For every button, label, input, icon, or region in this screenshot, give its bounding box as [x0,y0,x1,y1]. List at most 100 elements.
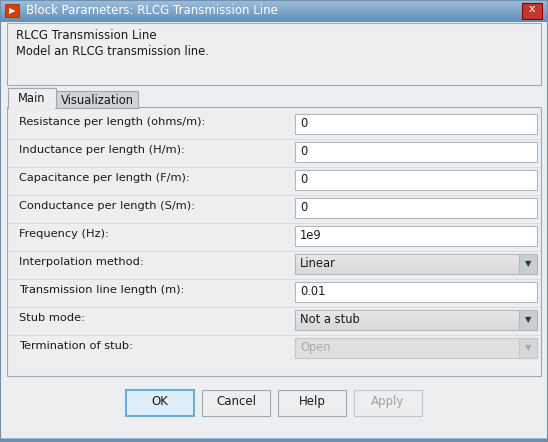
Bar [295,170,537,190]
Bar [202,390,270,416]
Bar [295,263,537,264]
Text: Not a stub: Not a stub [300,313,359,326]
Bar [0,13,548,14]
Bar [7,107,541,376]
Bar [295,321,537,322]
Text: 1e9: 1e9 [300,229,322,242]
Bar [0,14,548,15]
Bar [9,107,55,109]
Bar [295,317,537,318]
Bar [295,266,537,267]
Bar [295,273,537,274]
Bar [295,259,537,260]
Bar [7,23,541,85]
Bar [295,262,537,263]
Bar [522,3,542,19]
Bar [295,270,537,271]
Bar [0,19,548,20]
Bar [295,316,537,317]
Bar [0,438,548,439]
Bar [295,256,537,257]
Text: Transmission line length (m):: Transmission line length (m): [19,285,184,295]
Bar [295,258,537,259]
Bar [295,264,537,265]
Bar [0,11,548,12]
Bar [295,318,537,319]
Bar [295,315,537,316]
Text: Open: Open [300,341,330,354]
Bar [295,268,537,269]
Bar [295,319,537,320]
Text: Inductance per length (H/m):: Inductance per length (H/m): [19,145,185,155]
Bar [56,91,138,108]
Text: Linear: Linear [300,257,336,270]
Bar [0,9,548,10]
Bar [295,254,537,255]
Bar [295,271,537,272]
Text: Resistance per length (ohms/m):: Resistance per length (ohms/m): [19,117,206,127]
Bar [0,18,548,19]
Text: Visualization: Visualization [60,94,134,107]
Text: Termination of stub:: Termination of stub: [19,341,133,351]
Bar [295,320,537,321]
Text: 0: 0 [300,201,307,214]
Bar [295,265,537,266]
Bar [519,338,537,358]
Bar [278,390,346,416]
Bar [295,257,537,258]
Bar [295,226,537,246]
Text: Stub mode:: Stub mode: [19,313,85,323]
Text: Model an RLCG transmission line.: Model an RLCG transmission line. [16,45,209,58]
Text: ▼: ▼ [525,343,531,353]
Bar [295,327,537,328]
Bar [295,323,537,324]
Bar [0,3,548,4]
Bar [295,313,537,314]
Text: Apply: Apply [372,395,404,408]
Bar [295,311,537,312]
Text: Capacitance per length (F/m):: Capacitance per length (F/m): [19,173,190,183]
Text: ▶: ▶ [9,6,15,15]
Bar [295,314,537,315]
Bar [126,390,194,416]
Bar [354,390,422,416]
Bar [295,261,537,262]
Text: 0: 0 [300,173,307,186]
Bar [0,8,548,9]
Bar [295,282,537,302]
Bar [8,88,56,108]
Text: Interpolation method:: Interpolation method: [19,257,144,267]
Text: x: x [529,4,535,14]
Text: Frequency (Hz):: Frequency (Hz): [19,229,109,239]
Bar [0,1,548,2]
Bar [0,6,548,7]
Text: RLCG Transmission Line: RLCG Transmission Line [16,29,157,42]
Bar [0,16,548,17]
Bar [295,329,537,330]
Text: Block Parameters: RLCG Transmission Line: Block Parameters: RLCG Transmission Line [26,4,278,17]
Text: 0: 0 [300,117,307,130]
Text: Cancel: Cancel [216,395,256,408]
Bar [295,325,537,326]
Bar [295,322,537,323]
Bar [295,269,537,270]
Bar [295,254,537,274]
Bar [0,21,548,22]
Text: 0: 0 [300,145,307,158]
Bar [0,15,548,16]
Bar [295,310,537,311]
Bar [295,260,537,261]
Bar [295,142,537,162]
Bar [5,4,19,17]
Text: ▼: ▼ [525,316,531,324]
Bar [0,12,548,13]
Bar [295,272,537,273]
Bar [0,0,548,1]
Bar [295,312,537,313]
Bar [295,326,537,327]
Bar [0,4,548,5]
Text: Main: Main [18,92,45,105]
Bar [295,338,537,358]
Bar [295,267,537,268]
Bar [0,5,548,6]
